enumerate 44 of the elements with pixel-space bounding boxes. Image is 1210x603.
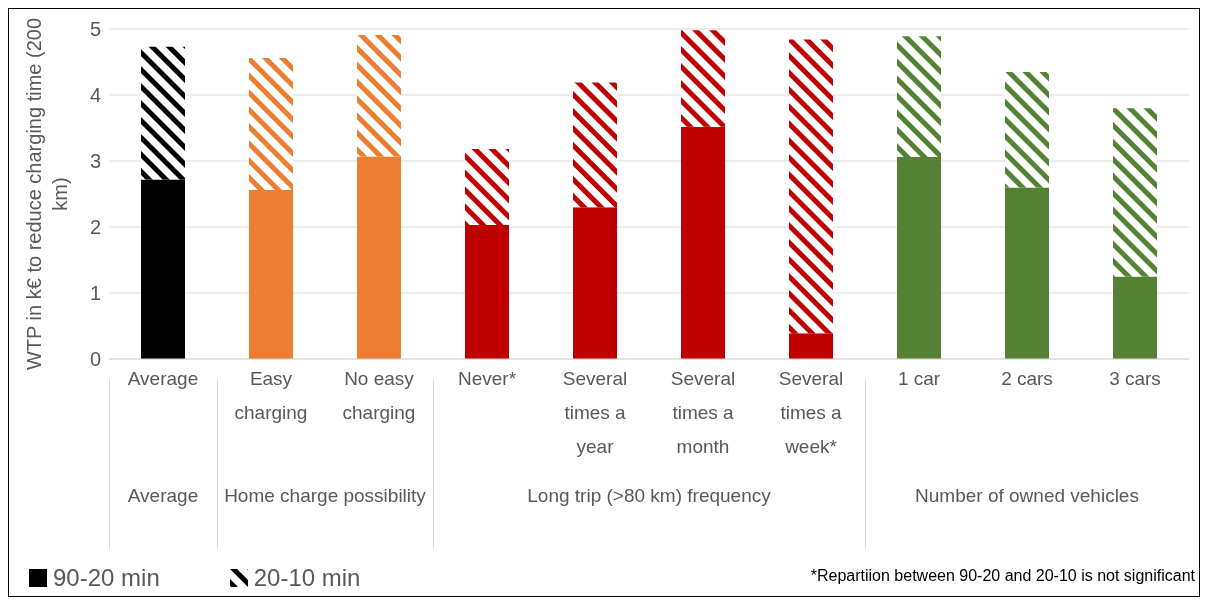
y-tick-label: 4 <box>89 84 101 107</box>
text: Long trip (>80 km) frequency <box>526 484 772 508</box>
bar <box>1005 187 1049 359</box>
x-tick-label: Several times a month <box>670 368 736 457</box>
bar <box>1113 276 1157 359</box>
y-axis-title: WTP in k€ to reduce charging time (200 km) <box>23 17 71 371</box>
bar <box>573 82 617 208</box>
y-tick-label: 2 <box>89 216 101 239</box>
bar <box>681 126 725 359</box>
x-tick-label: Average <box>127 368 199 389</box>
text: Number of owned vehicles <box>914 484 1140 508</box>
x-tick-label: 1 car <box>897 368 941 389</box>
x-tick-label: Easy charging <box>234 368 308 423</box>
bar <box>1113 108 1157 277</box>
x-tick-label: Several times a year <box>562 368 628 457</box>
x-tick-label: 3 cars <box>1109 368 1161 389</box>
bar <box>1005 71 1049 188</box>
y-tick-label: 5 <box>89 18 101 41</box>
x-tick-label: No easy charging <box>342 368 416 423</box>
bar <box>249 190 293 359</box>
x-tick-label: 2 cars <box>1001 368 1053 389</box>
legend-label: 90-20 min <box>53 564 160 592</box>
y-tick-label: 0 <box>89 348 101 371</box>
bar <box>465 225 509 359</box>
legend-label: 20-10 min <box>253 564 361 592</box>
text: *Repartiion between 90-20 and 20-10 is not significant <box>810 567 1195 585</box>
bar <box>789 333 833 359</box>
x-tick-label: Never* <box>457 368 517 389</box>
bar <box>141 46 185 180</box>
bar <box>573 207 617 359</box>
bar <box>681 30 725 127</box>
text: Home charge possibility <box>223 484 427 508</box>
text: Average <box>126 484 200 508</box>
bar <box>249 58 293 191</box>
bar <box>357 156 401 359</box>
bar <box>897 36 941 158</box>
bar <box>141 179 185 359</box>
y-tick-label: 1 <box>89 282 101 305</box>
bar <box>897 157 941 359</box>
x-tick-label: Several times a week* <box>778 368 844 457</box>
bar <box>465 149 509 226</box>
bar <box>357 34 401 157</box>
bar <box>789 39 833 334</box>
y-tick-label: 3 <box>89 150 101 173</box>
